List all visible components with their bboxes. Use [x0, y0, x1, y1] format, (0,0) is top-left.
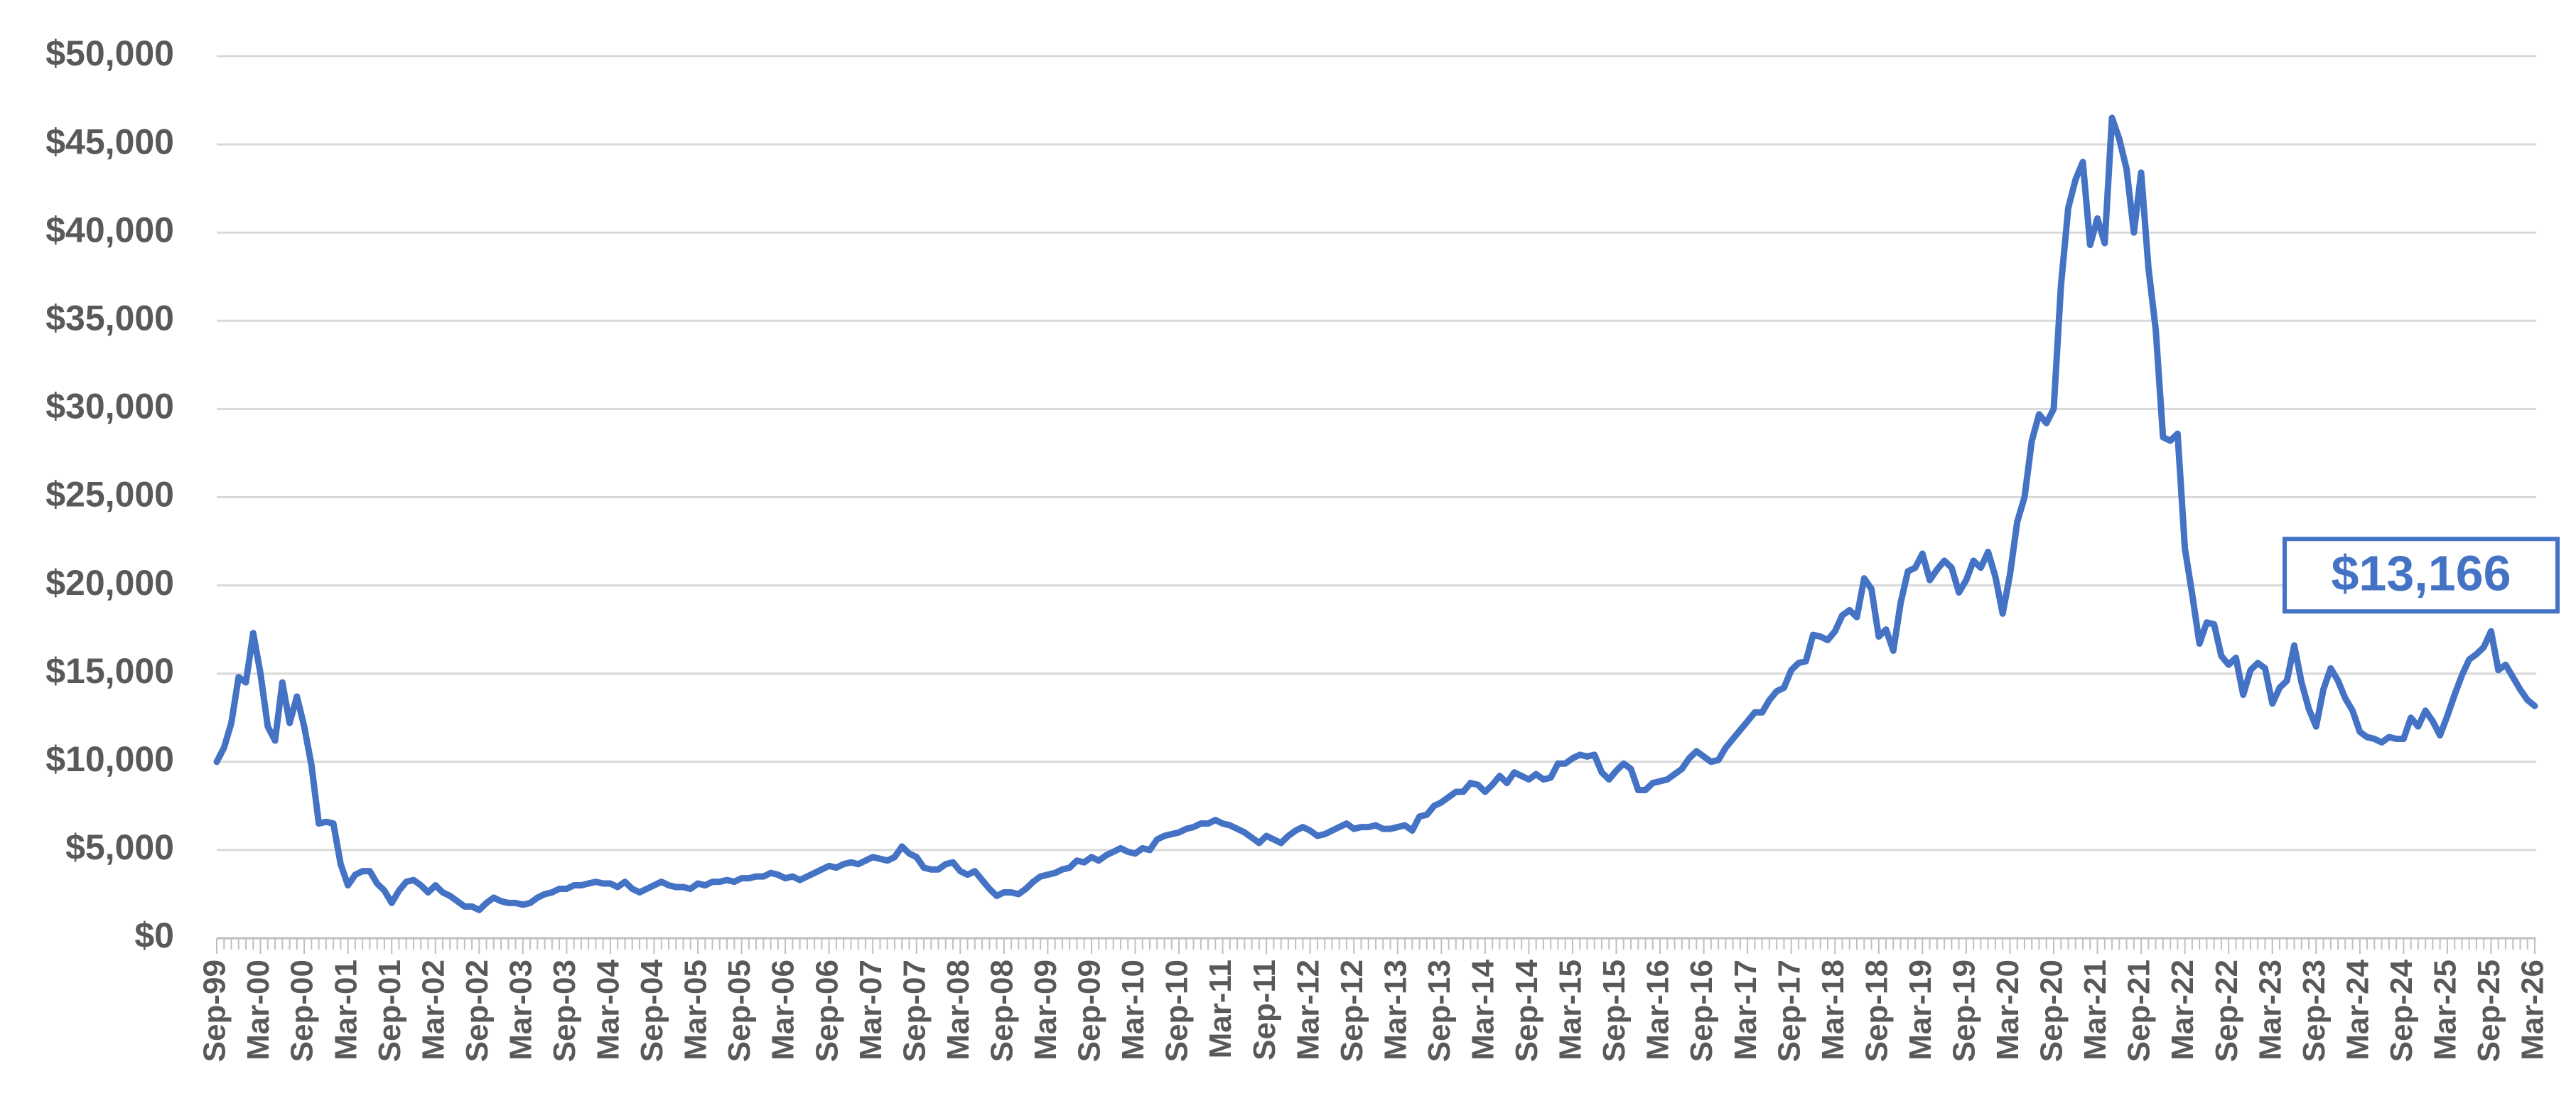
x-tick-label: Mar-14	[1465, 959, 1500, 1060]
x-tick-label: Sep-16	[1684, 960, 1719, 1062]
x-tick-label: Sep-01	[372, 960, 407, 1062]
x-tick-label: Mar-24	[2340, 959, 2375, 1060]
x-tick-label: Sep-25	[2472, 960, 2506, 1062]
x-tick-label: Mar-15	[1553, 960, 1588, 1060]
y-tick-label: $5,000	[65, 827, 174, 867]
x-tick-label: Sep-04	[635, 959, 669, 1062]
x-tick-label: Sep-03	[547, 960, 582, 1062]
x-tick-label: Mar-23	[2253, 960, 2287, 1060]
x-tick-label: Mar-05	[679, 960, 713, 1060]
x-tick-label: Mar-25	[2428, 960, 2463, 1060]
x-tick-label: Sep-07	[897, 960, 932, 1062]
y-tick-label: $10,000	[45, 739, 174, 779]
x-tick-label: Mar-11	[1203, 960, 1238, 1058]
x-tick-label: Mar-20	[1990, 960, 2025, 1060]
y-tick-label: $20,000	[45, 563, 174, 603]
x-tick-label: Sep-15	[1597, 960, 1632, 1062]
x-tick-label: Mar-19	[1903, 960, 1938, 1060]
x-tick-label: Sep-12	[1335, 960, 1369, 1062]
x-tick-label: Sep-17	[1772, 960, 1806, 1062]
x-tick-label: Mar-13	[1378, 960, 1413, 1060]
x-tick-label: Mar-21	[2078, 960, 2113, 1060]
x-tick-label: Mar-10	[1116, 960, 1150, 1060]
x-tick-label: Mar-22	[2165, 960, 2200, 1060]
x-tick-label: Mar-02	[416, 960, 451, 1060]
x-tick-label: Sep-11	[1247, 960, 1282, 1060]
y-tick-label: $50,000	[45, 33, 174, 73]
y-tick-label: $25,000	[45, 475, 174, 515]
x-tick-label: Mar-04	[591, 959, 626, 1060]
x-tick-label: Mar-03	[503, 960, 538, 1060]
value-label: $13,166	[2331, 546, 2511, 601]
x-tick-label: Sep-22	[2209, 960, 2244, 1062]
x-tick-label: Sep-05	[722, 960, 757, 1062]
value-label-box	[2283, 537, 2560, 614]
x-tick-label: Mar-00	[241, 960, 276, 1060]
x-tick-label: Mar-07	[853, 960, 888, 1060]
x-tick-label: Mar-06	[766, 960, 801, 1060]
x-tick-label: Mar-26	[2516, 960, 2550, 1060]
x-tick-label: Sep-06	[809, 960, 844, 1062]
x-tick-label: Sep-24	[2384, 959, 2419, 1062]
x-tick-label: Sep-99	[198, 960, 232, 1062]
y-tick-label: $15,000	[45, 651, 174, 691]
x-tick-label: Sep-23	[2297, 960, 2332, 1062]
x-tick-label: Mar-01	[328, 960, 363, 1060]
x-tick-label: Sep-09	[1072, 960, 1107, 1062]
data-line	[213, 114, 2538, 913]
y-tick-label: $35,000	[45, 299, 174, 338]
x-tick-label: Mar-12	[1290, 960, 1325, 1060]
x-tick-label: Sep-08	[984, 960, 1019, 1062]
x-tick-label: Sep-19	[1947, 960, 1982, 1062]
y-tick-label: $0	[134, 915, 174, 955]
x-tick-label: Mar-18	[1816, 960, 1850, 1060]
x-tick-label: Mar-09	[1028, 960, 1063, 1060]
y-tick-label: $30,000	[45, 387, 174, 426]
y-tick-label: $40,000	[45, 210, 174, 249]
x-tick-label: Mar-16	[1641, 960, 1676, 1060]
x-tick-label: Sep-20	[2035, 960, 2069, 1062]
x-tick-label: Sep-10	[1160, 960, 1195, 1062]
x-tick-label: Sep-14	[1509, 959, 1544, 1062]
x-tick-label: Mar-17	[1728, 960, 1763, 1060]
y-tick-label: $45,000	[45, 122, 174, 161]
x-tick-label: Sep-18	[1859, 960, 1894, 1062]
x-tick-label: Sep-02	[460, 960, 495, 1062]
x-tick-label: Mar-08	[941, 960, 976, 1060]
x-tick-label: Sep-21	[2122, 960, 2157, 1062]
x-tick-label: Sep-00	[285, 960, 320, 1062]
x-tick-label: Sep-13	[1422, 960, 1457, 1062]
